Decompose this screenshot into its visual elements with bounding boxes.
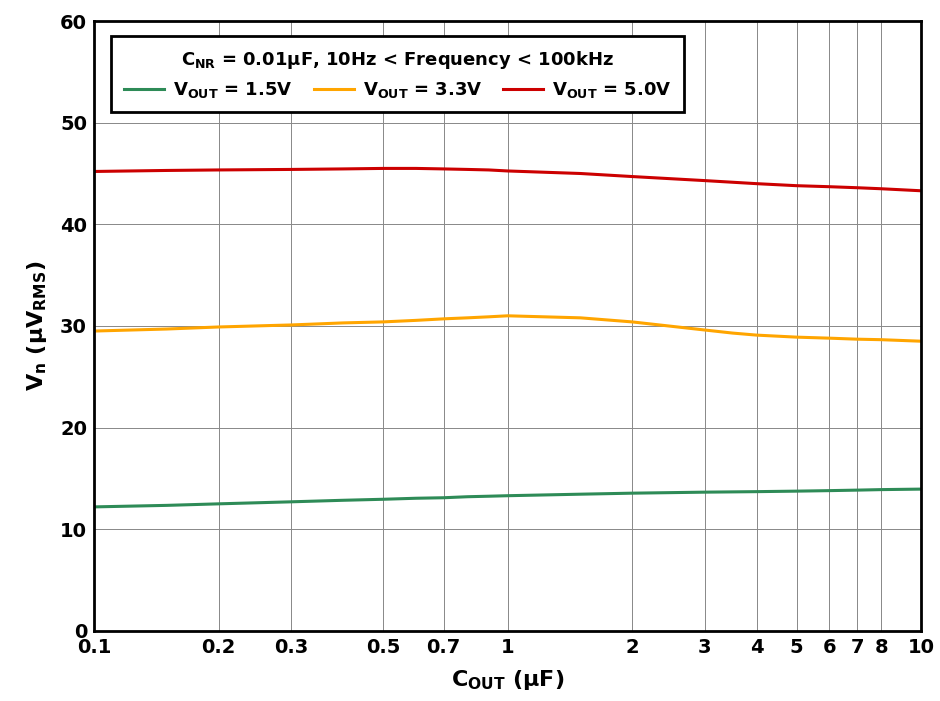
V$_\mathregular{OUT}$ = 1.5V [751,487,762,496]
V$_\mathregular{OUT}$ = 3.3V [626,318,637,326]
V$_\mathregular{OUT}$ = 1.5V [574,490,586,498]
V$_\mathregular{OUT}$ = 5.0V [626,172,637,181]
V$_\mathregular{OUT}$ = 3.3V [502,311,513,320]
V$_\mathregular{OUT}$ = 3.3V [161,325,172,333]
V$_\mathregular{OUT}$ = 1.5V [161,501,172,510]
Line: V$_\mathregular{OUT}$ = 3.3V: V$_\mathregular{OUT}$ = 3.3V [94,315,921,341]
V$_\mathregular{OUT}$ = 1.5V [212,500,224,508]
V$_\mathregular{OUT}$ = 5.0V [502,167,513,175]
V$_\mathregular{OUT}$ = 1.5V [852,486,863,494]
V$_\mathregular{OUT}$ = 5.0V [574,169,586,177]
V$_\mathregular{OUT}$ = 5.0V [916,186,927,195]
V$_\mathregular{OUT}$ = 5.0V [483,165,494,174]
V$_\mathregular{OUT}$ = 3.3V [286,321,297,329]
V$_\mathregular{OUT}$ = 5.0V [852,184,863,192]
V$_\mathregular{OUT}$ = 3.3V [727,329,738,337]
V$_\mathregular{OUT}$ = 1.5V [502,491,513,500]
V$_\mathregular{OUT}$ = 1.5V [88,503,100,511]
V$_\mathregular{OUT}$ = 1.5V [337,496,349,505]
V$_\mathregular{OUT}$ = 1.5V [410,494,421,503]
V$_\mathregular{OUT}$ = 5.0V [699,177,711,185]
V$_\mathregular{OUT}$ = 5.0V [378,164,389,172]
X-axis label: C$_\mathregular{OUT}$ (μF): C$_\mathregular{OUT}$ (μF) [451,668,564,692]
V$_\mathregular{OUT}$ = 1.5V [916,485,927,494]
V$_\mathregular{OUT}$ = 5.0V [212,165,224,174]
V$_\mathregular{OUT}$ = 3.3V [852,335,863,343]
V$_\mathregular{OUT}$ = 1.5V [823,486,835,495]
Y-axis label: V$_\mathregular{n}$ (μV$_\mathregular{RMS}$): V$_\mathregular{n}$ (μV$_\mathregular{RM… [25,261,49,391]
V$_\mathregular{OUT}$ = 5.0V [751,179,762,188]
V$_\mathregular{OUT}$ = 3.3V [410,316,421,325]
V$_\mathregular{OUT}$ = 1.5V [438,494,449,502]
V$_\mathregular{OUT}$ = 1.5V [791,487,803,496]
V$_\mathregular{OUT}$ = 3.3V [462,313,473,322]
V$_\mathregular{OUT}$ = 1.5V [286,498,297,506]
V$_\mathregular{OUT}$ = 1.5V [378,495,389,503]
V$_\mathregular{OUT}$ = 3.3V [751,331,762,339]
V$_\mathregular{OUT}$ = 5.0V [462,165,473,174]
V$_\mathregular{OUT}$ = 3.3V [823,334,835,342]
V$_\mathregular{OUT}$ = 5.0V [791,182,803,190]
Legend: V$_\mathregular{OUT}$ = 1.5V, V$_\mathregular{OUT}$ = 3.3V, V$_\mathregular{OUT}: V$_\mathregular{OUT}$ = 1.5V, V$_\mathre… [111,36,684,112]
V$_\mathregular{OUT}$ = 5.0V [161,166,172,175]
V$_\mathregular{OUT}$ = 3.3V [483,313,494,321]
Line: V$_\mathregular{OUT}$ = 1.5V: V$_\mathregular{OUT}$ = 1.5V [94,489,921,507]
V$_\mathregular{OUT}$ = 3.3V [378,318,389,326]
V$_\mathregular{OUT}$ = 1.5V [699,488,711,496]
V$_\mathregular{OUT}$ = 3.3V [916,337,927,346]
V$_\mathregular{OUT}$ = 5.0V [875,184,886,193]
V$_\mathregular{OUT}$ = 5.0V [337,165,349,173]
V$_\mathregular{OUT}$ = 3.3V [337,319,349,327]
V$_\mathregular{OUT}$ = 1.5V [626,489,637,498]
Line: V$_\mathregular{OUT}$ = 5.0V: V$_\mathregular{OUT}$ = 5.0V [94,168,921,191]
V$_\mathregular{OUT}$ = 1.5V [483,492,494,501]
V$_\mathregular{OUT}$ = 3.3V [88,327,100,335]
V$_\mathregular{OUT}$ = 3.3V [212,322,224,331]
V$_\mathregular{OUT}$ = 3.3V [574,313,586,322]
V$_\mathregular{OUT}$ = 3.3V [438,315,449,323]
V$_\mathregular{OUT}$ = 5.0V [438,165,449,173]
V$_\mathregular{OUT}$ = 3.3V [791,333,803,341]
V$_\mathregular{OUT}$ = 1.5V [875,485,886,494]
V$_\mathregular{OUT}$ = 5.0V [286,165,297,174]
V$_\mathregular{OUT}$ = 5.0V [88,168,100,176]
V$_\mathregular{OUT}$ = 1.5V [462,493,473,501]
V$_\mathregular{OUT}$ = 5.0V [823,182,835,191]
V$_\mathregular{OUT}$ = 3.3V [699,326,711,334]
V$_\mathregular{OUT}$ = 5.0V [410,164,421,172]
V$_\mathregular{OUT}$ = 3.3V [875,336,886,344]
